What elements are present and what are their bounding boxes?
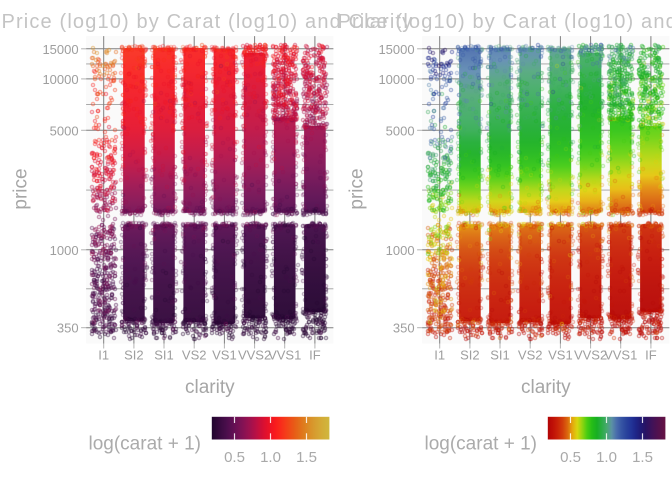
svg-text:1.5: 1.5 bbox=[296, 449, 317, 466]
svg-text:10000: 10000 bbox=[42, 72, 78, 87]
svg-text:VVS1: VVS1 bbox=[604, 347, 637, 362]
svg-text:I1: I1 bbox=[434, 347, 445, 362]
svg-text:VS1: VS1 bbox=[212, 347, 237, 362]
svg-text:log(carat + 1): log(carat + 1) bbox=[425, 434, 537, 455]
svg-text:SI2: SI2 bbox=[124, 347, 144, 362]
svg-text:5000: 5000 bbox=[386, 123, 415, 138]
svg-text:1000: 1000 bbox=[50, 243, 79, 258]
svg-text:IF: IF bbox=[645, 347, 657, 362]
svg-text:price: price bbox=[347, 168, 368, 209]
svg-text:350: 350 bbox=[393, 321, 415, 336]
svg-text:SI1: SI1 bbox=[490, 347, 510, 362]
svg-text:VVS2: VVS2 bbox=[238, 347, 271, 362]
svg-text:clarity: clarity bbox=[521, 377, 571, 398]
svg-text:0.5: 0.5 bbox=[224, 449, 245, 466]
svg-text:VVS2: VVS2 bbox=[574, 347, 607, 362]
svg-text:I1: I1 bbox=[98, 347, 109, 362]
svg-text:SI2: SI2 bbox=[460, 347, 480, 362]
svg-text:VS2: VS2 bbox=[518, 347, 543, 362]
svg-text:1.0: 1.0 bbox=[596, 449, 617, 466]
svg-text:10000: 10000 bbox=[378, 72, 414, 87]
svg-text:clarity: clarity bbox=[185, 377, 235, 398]
svg-text:Price (log10) by Carat (log10): Price (log10) by Carat (log10) and Clari… bbox=[2, 11, 414, 33]
svg-text:SI1: SI1 bbox=[154, 347, 174, 362]
svg-text:1.5: 1.5 bbox=[632, 449, 653, 466]
svg-text:price: price bbox=[11, 168, 32, 209]
svg-text:VS1: VS1 bbox=[548, 347, 573, 362]
svg-text:350: 350 bbox=[57, 321, 79, 336]
svg-text:15000: 15000 bbox=[378, 42, 414, 57]
svg-text:1000: 1000 bbox=[386, 243, 415, 258]
svg-text:Price (log10) by Carat (log10): Price (log10) by Carat (log10) and Clari… bbox=[338, 11, 672, 33]
svg-text:1.0: 1.0 bbox=[260, 449, 281, 466]
svg-text:VS2: VS2 bbox=[182, 347, 207, 362]
svg-text:IF: IF bbox=[309, 347, 321, 362]
svg-text:15000: 15000 bbox=[42, 42, 78, 57]
svg-text:VVS1: VVS1 bbox=[268, 347, 301, 362]
svg-text:log(carat + 1): log(carat + 1) bbox=[89, 434, 201, 455]
svg-text:0.5: 0.5 bbox=[560, 449, 581, 466]
svg-text:5000: 5000 bbox=[50, 123, 79, 138]
